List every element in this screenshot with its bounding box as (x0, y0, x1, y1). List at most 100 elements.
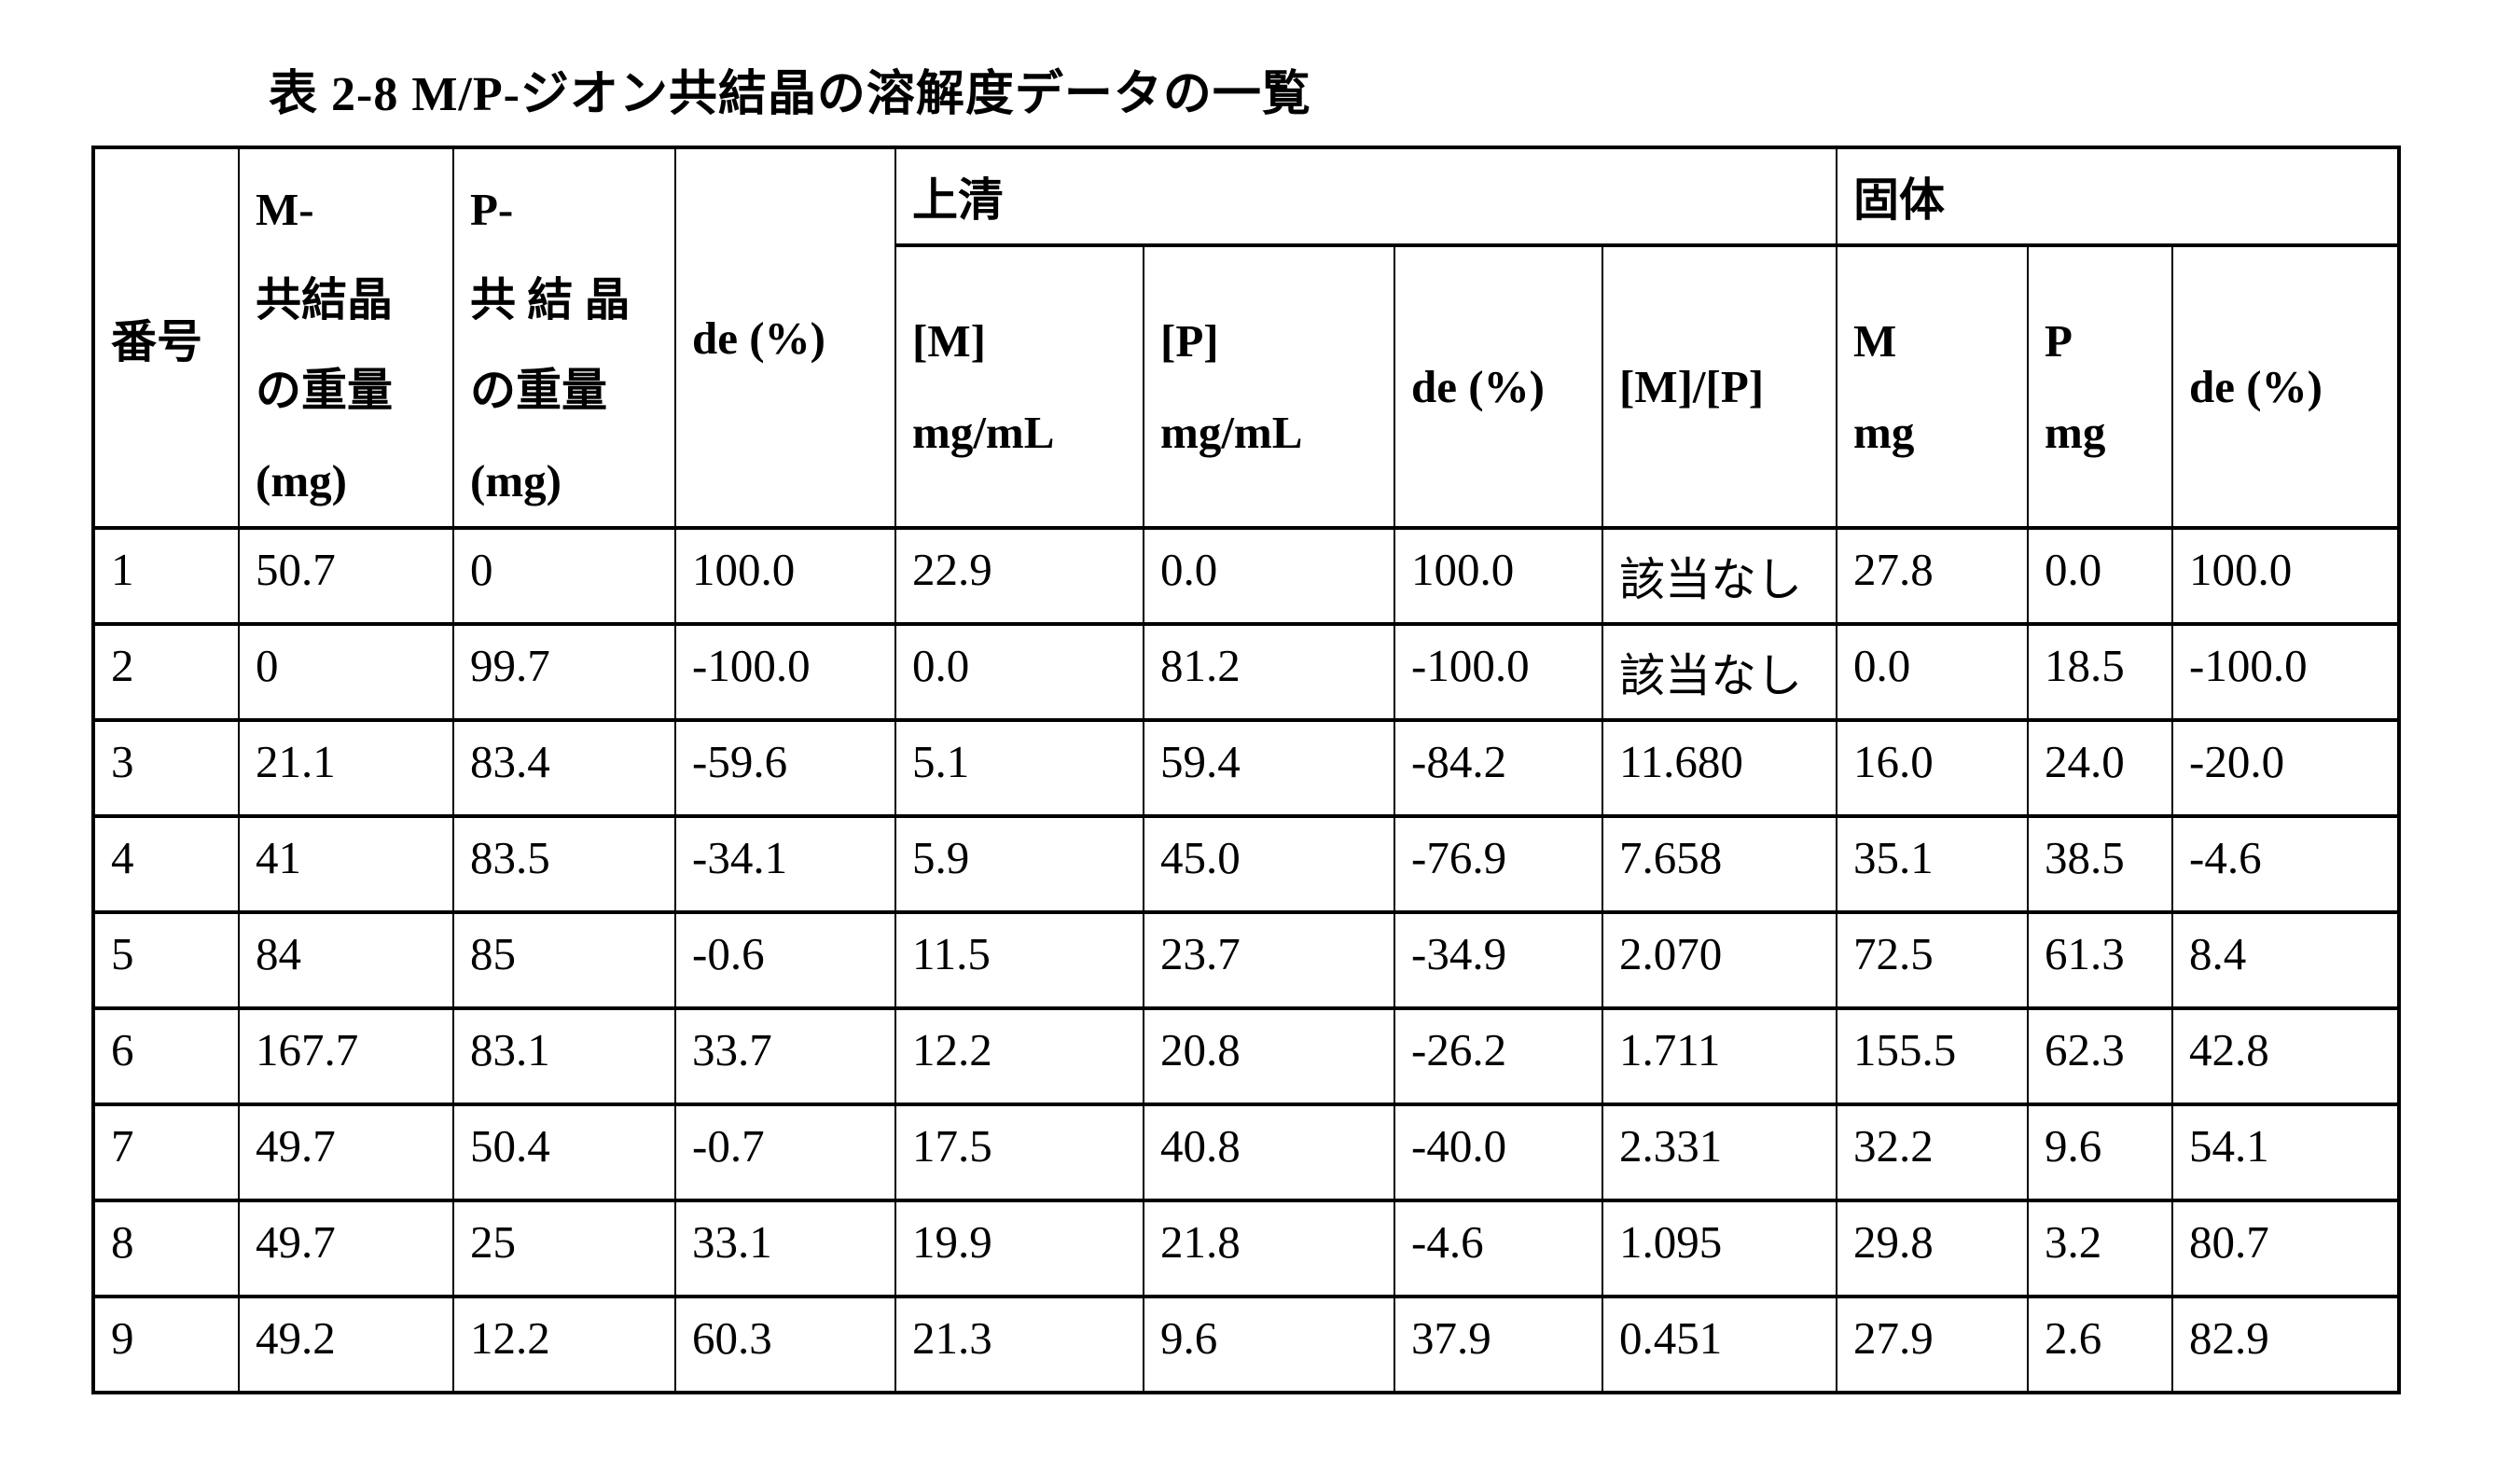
table-cell: 2.6 (2027, 1295, 2174, 1394)
header-line: (mg) (256, 455, 347, 506)
table-row: 3 21.1 83.4 -59.6 5.1 59.4 -84.2 11.680 16.0 24.0… (92, 718, 2401, 818)
header-line: P (2045, 314, 2073, 367)
table-cell: 0 (238, 622, 454, 722)
table-cell: 3.2 (2027, 1199, 2174, 1298)
table-row: 7 49.7 50.4 -0.7 17.5 40.8 -40.0 2.331 32.2 9.6 54… (92, 1103, 2401, 1202)
table-row: 1 50.7 0 100.0 22.9 0.0 100.0 該当なし 27.8 0.0 100.0 (92, 526, 2401, 626)
col-header-solid-m: M mg (1836, 243, 2030, 530)
table-cell: 0 (452, 526, 676, 626)
table-cell: 29.8 (1836, 1199, 2030, 1298)
table-cell: 60.3 (674, 1295, 896, 1394)
table-cell: -59.6 (674, 718, 896, 818)
table-cell: 61.3 (2027, 910, 2174, 1010)
table-cell: 20.8 (1143, 1006, 1395, 1106)
table-cell: 0.0 (1143, 526, 1395, 626)
header-line: [P] (1160, 314, 1219, 367)
table-cell: 167.7 (238, 1006, 454, 1106)
table-cell: 38.5 (2027, 814, 2174, 914)
table-cell: 22.9 (894, 526, 1144, 626)
table-cell: 19.9 (894, 1199, 1144, 1298)
table-cell: -20.0 (2171, 718, 2401, 818)
table-cell: 54.1 (2171, 1103, 2401, 1202)
table-cell: 45.0 (1143, 814, 1395, 914)
table-cell: 1.095 (1601, 1199, 1838, 1298)
col-header-m-cocrystal-weight: M- 共結晶 の重量 (mg) (238, 146, 454, 530)
table-cell: 7 (92, 1103, 240, 1202)
header-line: 共 結 晶 (470, 274, 631, 326)
table-cell: 80.7 (2171, 1199, 2401, 1298)
table-cell: 21.1 (238, 718, 454, 818)
header-line: [M] (912, 314, 986, 367)
table-cell: 50.7 (238, 526, 454, 626)
table-row: 8 49.7 25 33.1 19.9 21.8 -4.6 1.095 29.8 3.2 80.7 (92, 1199, 2401, 1298)
table-cell: 155.5 (1836, 1006, 2030, 1106)
table-cell: 82.9 (2171, 1295, 2401, 1394)
table-cell: 4 (92, 814, 240, 914)
header-line: mg/mL (1160, 406, 1303, 458)
table-cell: 27.8 (1836, 526, 2030, 626)
table-cell: 17.5 (894, 1103, 1144, 1202)
table-cell: 100.0 (1394, 526, 1603, 626)
group-header-supernatant: 上清 (894, 145, 1838, 248)
table-cell: 5 (92, 910, 240, 1010)
table-cell: 1 (92, 526, 240, 626)
header-sub-row: [M] mg/mL [P] mg/mL de (%) [M]/[P] M mg … (93, 243, 2401, 530)
table-caption: 表 2-8 M/P-ジオン共結晶の溶解度データの一覧 (269, 68, 1311, 121)
table-cell: 5.1 (894, 718, 1144, 818)
table-row: 4 41 83.5 -34.1 5.9 45.0 -76.9 7.658 35.1 38.5 -4.… (92, 814, 2401, 914)
table-cell: 50.4 (452, 1103, 676, 1202)
header-line: (mg) (470, 455, 562, 506)
table-cell: 0.0 (2027, 526, 2174, 626)
table-cell: 8 (92, 1199, 240, 1298)
col-header-supernatant-de: de (%) (1394, 243, 1603, 530)
table-cell: 85 (452, 910, 676, 1010)
table-cell: 9.6 (1143, 1295, 1395, 1394)
table-cell: 27.9 (1836, 1295, 2030, 1394)
col-header-supernatant-m-conc: [M] mg/mL (894, 243, 1144, 530)
table-row: 9 49.2 12.2 60.3 21.3 9.6 37.9 0.451 27.9 2.6 82.9 (92, 1295, 2401, 1394)
table-cell: 49.2 (238, 1295, 454, 1394)
col-header-p-cocrystal-weight: P- 共 結 晶 の重量 (mg) (452, 146, 676, 530)
table-cell: 3 (92, 718, 240, 818)
table-row: 2 0 99.7 -100.0 0.0 81.2 -100.0 該当なし 0.0 18.5 -100… (92, 622, 2401, 722)
table-cell: 21.3 (894, 1295, 1144, 1394)
table-cell: 40.8 (1143, 1103, 1395, 1202)
header-line: mg (1853, 406, 1915, 458)
table-cell: 33.7 (674, 1006, 896, 1106)
table-cell: -76.9 (1394, 814, 1603, 914)
table-cell: 100.0 (2171, 526, 2401, 626)
table-cell: -100.0 (674, 622, 896, 722)
table-cell: 2.331 (1601, 1103, 1838, 1202)
table-cell: 23.7 (1143, 910, 1395, 1010)
table-body: 1 50.7 0 100.0 22.9 0.0 100.0 該当なし 27.8 0.0 100.0 2… (92, 526, 2401, 1394)
table-row: 5 84 85 -0.6 11.5 23.7 -34.9 2.070 72.5 61.3 8.4 (92, 910, 2401, 1010)
table-cell: 9.6 (2027, 1103, 2174, 1202)
table-cell: 12.2 (452, 1295, 676, 1394)
table-cell: 2 (92, 622, 240, 722)
header-line: M- (256, 184, 314, 235)
table-cell: 49.7 (238, 1199, 454, 1298)
table-header: 番号 M- 共結晶 の重量 (mg) P- 共 結 晶 の重量 (mg) de … (92, 145, 2401, 530)
table-cell: -4.6 (2171, 814, 2401, 914)
table-cell: -100.0 (2171, 622, 2401, 722)
group-header-solid: 固体 (1836, 145, 2401, 248)
table-row: 6 167.7 83.1 33.7 12.2 20.8 -26.2 1.711 155.5 62.… (92, 1006, 2401, 1106)
table-cell: 83.4 (452, 718, 676, 818)
table-cell: -26.2 (1394, 1006, 1603, 1106)
table-cell: -0.6 (674, 910, 896, 1010)
header-line: の重量 (256, 365, 394, 416)
table-cell: 84 (238, 910, 454, 1010)
table-cell: 該当なし (1601, 526, 1838, 626)
table-cell: 21.8 (1143, 1199, 1395, 1298)
table-cell: 11.680 (1601, 718, 1838, 818)
table-cell: 該当なし (1601, 622, 1838, 722)
table-cell: 32.2 (1836, 1103, 2030, 1202)
table-cell: -100.0 (1394, 622, 1603, 722)
table-cell: -4.6 (1394, 1199, 1603, 1298)
col-header-solid-de: de (%) (2171, 243, 2401, 530)
table-cell: 12.2 (894, 1006, 1144, 1106)
table-cell: 11.5 (894, 910, 1144, 1010)
table-cell: 83.1 (452, 1006, 676, 1106)
header-line: mg/mL (912, 406, 1055, 458)
